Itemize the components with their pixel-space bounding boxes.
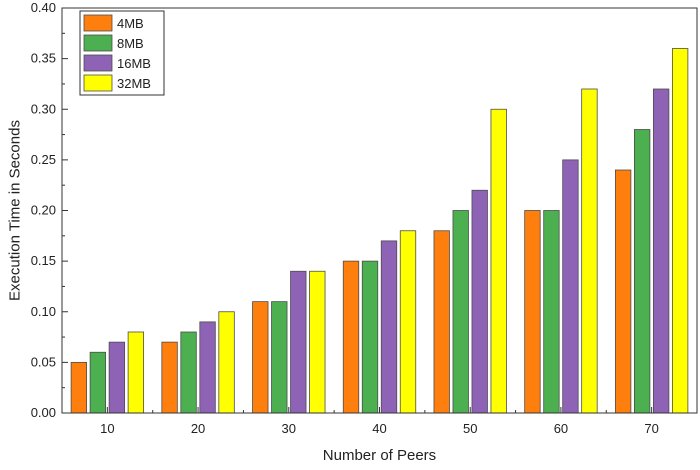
legend-label-16MB: 16MB bbox=[117, 56, 151, 71]
bar-4MB-30 bbox=[252, 301, 269, 414]
y-tick-label: 0.10 bbox=[31, 304, 56, 319]
y-tick-label: 0.40 bbox=[31, 0, 56, 15]
bar-32MB-20 bbox=[218, 311, 235, 414]
bar-16MB-70 bbox=[652, 88, 670, 414]
x-axis-title: Number of Peers bbox=[323, 447, 436, 464]
y-tick-label: 0.35 bbox=[31, 51, 56, 66]
y-tick-label: 0.20 bbox=[31, 203, 56, 218]
bar-8MB-70 bbox=[633, 129, 651, 414]
x-tick-label: 50 bbox=[463, 421, 477, 436]
bar-4MB-40 bbox=[342, 260, 360, 414]
bar-16MB-40 bbox=[380, 240, 398, 414]
bar-4MB-10 bbox=[70, 361, 88, 414]
bar-16MB-10 bbox=[108, 341, 126, 414]
bar-8MB-40 bbox=[361, 260, 379, 414]
ticks-layer: 0.00 0.05 0.10 0.15 0.20 0.25 0.30 0.35 0.40 10 20… bbox=[31, 0, 659, 436]
legend-label-8MB: 8MB bbox=[117, 36, 144, 51]
bar-8MB-60 bbox=[543, 210, 560, 414]
bar-4MB-20 bbox=[161, 341, 178, 414]
legend-swatch-8MB bbox=[83, 34, 113, 52]
bars-layer bbox=[70, 48, 689, 414]
bar-32MB-30 bbox=[309, 270, 326, 414]
bar-32MB-60 bbox=[581, 88, 598, 414]
bar-4MB-50 bbox=[433, 230, 450, 414]
bar-32MB-50 bbox=[490, 108, 507, 414]
y-axis-title: Execution Time in Seconds bbox=[6, 120, 23, 301]
bar-8MB-30 bbox=[271, 301, 288, 414]
bar-16MB-30 bbox=[290, 270, 307, 414]
x-tick-label: 30 bbox=[282, 421, 296, 436]
bar-16MB-20 bbox=[199, 321, 216, 414]
y-tick-label: 0.30 bbox=[31, 101, 56, 116]
y-tick-label: 0.00 bbox=[31, 405, 56, 420]
x-tick-label: 60 bbox=[554, 421, 568, 436]
bar-8MB-50 bbox=[452, 210, 469, 414]
bar-32MB-70 bbox=[671, 48, 689, 414]
x-tick-label: 20 bbox=[191, 421, 205, 436]
legend-swatch-4MB bbox=[83, 14, 113, 32]
legend: 4MB 8MB 16MB 32MB bbox=[79, 10, 165, 96]
x-tick-label: 40 bbox=[372, 421, 386, 436]
legend-label-4MB: 4MB bbox=[117, 16, 144, 31]
bar-16MB-50 bbox=[471, 189, 488, 414]
x-tick-label: 70 bbox=[644, 421, 658, 436]
bar-32MB-40 bbox=[399, 230, 417, 414]
bar-32MB-10 bbox=[127, 331, 145, 414]
bar-8MB-20 bbox=[180, 331, 197, 414]
bar-4MB-70 bbox=[614, 169, 632, 414]
legend-swatch-16MB bbox=[83, 54, 113, 72]
y-tick-label: 0.25 bbox=[31, 152, 56, 167]
x-tick-label: 10 bbox=[100, 421, 114, 436]
bar-16MB-60 bbox=[562, 159, 579, 414]
bar-8MB-10 bbox=[89, 351, 107, 414]
y-tick-label: 0.05 bbox=[31, 354, 56, 369]
legend-swatch-32MB bbox=[83, 74, 113, 92]
legend-label-32MB: 32MB bbox=[117, 76, 151, 91]
bar-4MB-60 bbox=[524, 210, 541, 414]
y-tick-label: 0.15 bbox=[31, 253, 56, 268]
